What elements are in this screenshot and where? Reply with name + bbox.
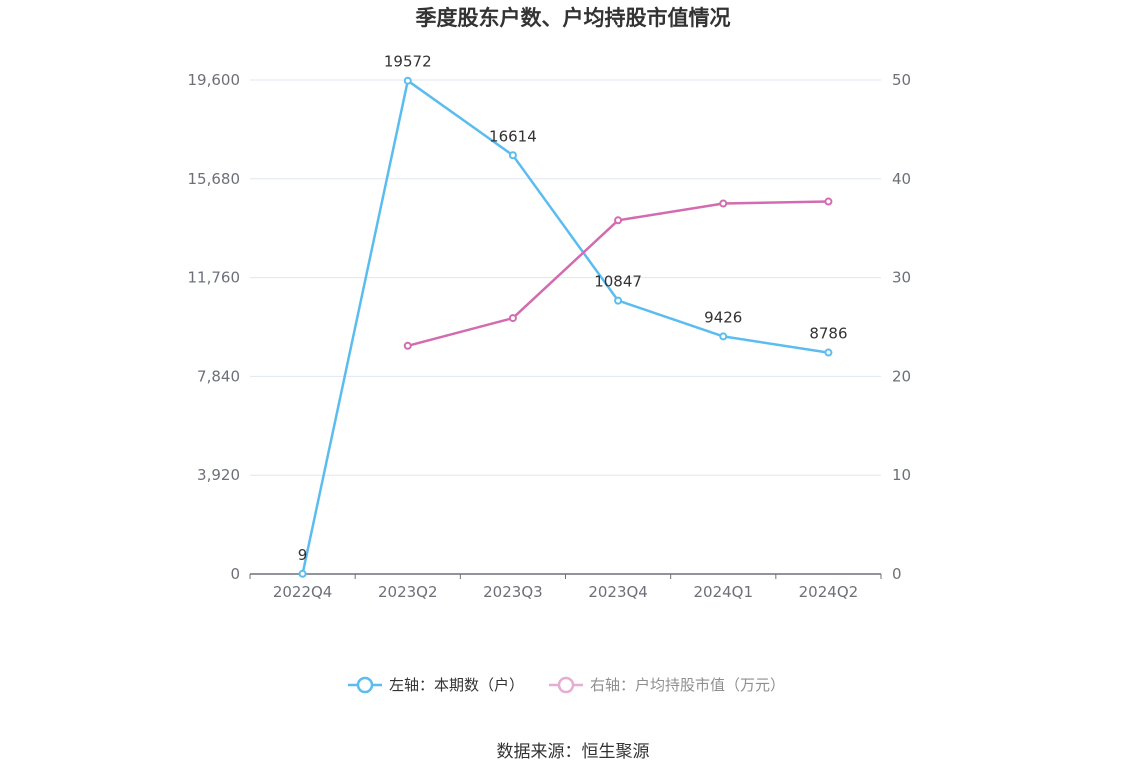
left-axis-tick-label: 7,840 [197, 367, 240, 385]
chart-title: 季度股东户数、户均持股市值情况 [416, 6, 731, 30]
axes: 0 3,920 7,840 11,760 15,680 19,600 0 10 20 30 40 50… [188, 71, 912, 601]
x-axis-tick-label: 2023Q2 [378, 583, 438, 601]
legend-circle-marker [356, 676, 374, 694]
legend[interactable]: 左轴：本期数（户） 右轴：户均持股市值（万元） [348, 676, 785, 694]
legend-item-2[interactable]: 右轴：户均持股市值（万元） [549, 676, 785, 694]
series-2-point [403, 341, 412, 350]
legend-label: 右轴：户均持股市值（万元） [590, 676, 785, 694]
data-label: 9 [298, 546, 308, 564]
data-label: 16614 [489, 127, 537, 145]
legend-circle-marker [557, 676, 575, 694]
x-axis-tick-label: 2023Q3 [483, 583, 543, 601]
series-1-point [614, 296, 623, 305]
series-2-point [614, 216, 623, 225]
data-label: 9426 [704, 308, 742, 326]
data-label: 8786 [809, 325, 847, 343]
data-label: 19572 [384, 53, 432, 71]
left-axis-tick-label: 3,920 [197, 466, 240, 484]
series-2-point [824, 197, 833, 206]
series-line-1 [301, 79, 829, 575]
source-note: 数据来源：恒生聚源 [497, 742, 650, 762]
left-axis-tick-label: 11,760 [188, 269, 241, 287]
series-layer [298, 76, 833, 578]
right-axis-tick-label: 20 [892, 367, 911, 385]
series-1-point [508, 151, 517, 160]
right-axis-tick-label: 0 [892, 565, 902, 583]
data-labels: 9 19572 16614 10847 9426 8786 [298, 53, 848, 564]
right-axis-tick-label: 50 [892, 71, 911, 89]
series-1-point [719, 332, 728, 341]
series-2-point [719, 199, 728, 208]
right-axis-tick-label: 10 [892, 466, 911, 484]
data-label: 10847 [594, 273, 642, 291]
x-axis-tick-label: 2022Q4 [273, 583, 333, 601]
left-axis-tick-label: 19,600 [188, 71, 241, 89]
left-axis-tick-label: 0 [230, 565, 240, 583]
left-axis-tick-label: 15,680 [188, 170, 241, 188]
x-axis-tick-label: 2023Q4 [588, 583, 648, 601]
series-2-point [508, 314, 517, 323]
x-axis-tick-label: 2024Q2 [799, 583, 859, 601]
right-axis-tick-label: 30 [892, 269, 911, 287]
series-1-point [298, 569, 307, 578]
series-1-point [403, 76, 412, 85]
grid [250, 79, 881, 476]
legend-item-1[interactable]: 左轴：本期数（户） [348, 676, 524, 694]
series-1-point [824, 348, 833, 357]
legend-label: 左轴：本期数（户） [389, 676, 524, 694]
right-axis-tick-label: 40 [892, 170, 911, 188]
x-axis-tick-label: 2024Q1 [693, 583, 753, 601]
